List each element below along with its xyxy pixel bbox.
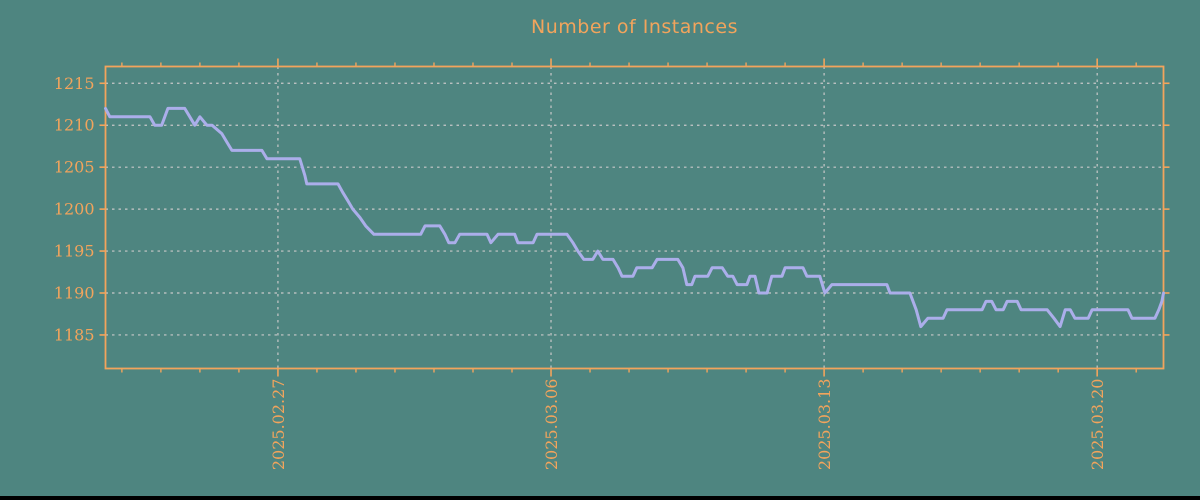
y-tick-label: 1195: [54, 242, 95, 261]
y-tick-label: 1210: [54, 116, 95, 135]
y-tick-label: 1185: [54, 325, 95, 344]
y-tick-label: 1200: [54, 200, 95, 219]
x-tick-label: 2025.03.13: [815, 379, 834, 471]
y-tick-label: 1205: [54, 158, 95, 177]
instances-line-series: [104, 106, 1165, 329]
chart-title: Number of Instances: [531, 16, 738, 38]
x-tick-label: 2025.03.20: [1088, 379, 1107, 471]
x-tick-label: 2025.03.06: [542, 379, 561, 471]
x-tick-label: 2025.02.27: [269, 379, 288, 471]
y-tick-label: 1215: [54, 74, 95, 93]
footer-bar: [0, 496, 1200, 500]
plot-frame: [104, 65, 1165, 370]
y-tick-label: 1190: [54, 284, 95, 303]
